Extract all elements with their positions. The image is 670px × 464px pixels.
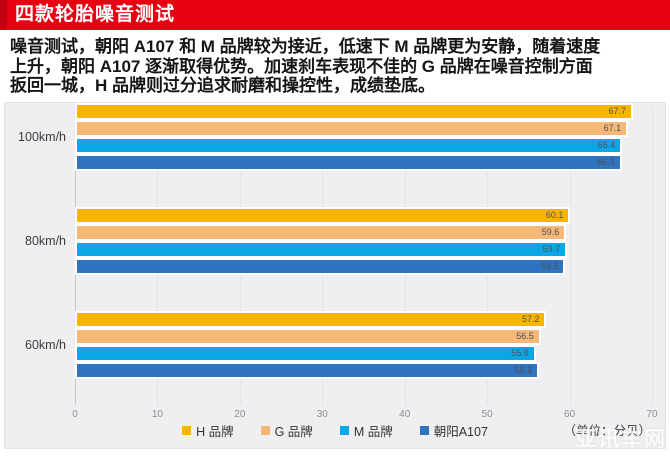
- intro-line: 上升，朝阳 A107 逐渐取得优势。加速刹车表现不佳的 G 品牌在噪音控制方面: [10, 56, 593, 76]
- gridline: [652, 108, 653, 405]
- legend-label: G 品牌: [274, 425, 313, 439]
- chart-legend: H 品牌 G 品牌 M 品牌 朝阳A107: [5, 423, 665, 439]
- bar-value-label: 66.3: [596, 156, 615, 167]
- bar-value-label: 59.7: [542, 243, 561, 254]
- bar-M品牌: 59.7: [75, 240, 568, 258]
- bar-G品牌: 67.1: [75, 119, 629, 137]
- bar-朝阳A107: 66.3: [75, 153, 622, 171]
- legend-swatch: [260, 426, 270, 435]
- legend-item-G品牌: G 品牌: [260, 421, 313, 440]
- bar-朝阳A107: 59.5: [75, 257, 566, 275]
- bar-value-label: 67.1: [603, 122, 622, 133]
- bar-G品牌: 56.5: [75, 327, 541, 345]
- gridline: [569, 108, 571, 405]
- x-tick-label: 40: [399, 408, 411, 420]
- intro-line: 噪音测试，朝阳 A107 和 M 品牌较为接近，低速下 M 品牌更为安静，随着速…: [10, 37, 601, 56]
- legend-swatch: [419, 426, 429, 435]
- legend-label: 朝阳A107: [433, 425, 488, 439]
- x-axis-tick-row: 0 10 20 30 40 50 60 70: [72, 408, 657, 423]
- bar-group-80kmh: 80km/h 60.1 59.6 59.7 59.5: [25, 206, 652, 275]
- x-tick-label: 20: [234, 408, 246, 420]
- legend-label: M 品牌: [353, 425, 393, 439]
- x-tick-label: 60: [564, 408, 576, 420]
- bar-value-label: 60.1: [545, 209, 564, 220]
- bar-M品牌: 55.9: [75, 344, 536, 362]
- intro-line: 扳回一城，H 品牌则过分追求耐磨和操控性，成绩垫底。: [10, 76, 435, 95]
- page-title: 四款轮胎噪音测试: [15, 4, 176, 25]
- legend-swatch: [182, 426, 192, 435]
- bar-M品牌: 66.4: [75, 136, 623, 154]
- bar-value-label: 56.3: [514, 364, 533, 375]
- bar-H品牌: 67.7: [75, 102, 634, 120]
- legend-item-H品牌: H 品牌: [182, 421, 234, 440]
- bar-value-label: 66.4: [597, 139, 616, 150]
- bar-group-60kmh: 60km/h 57.2 56.5 55.9 56.3: [25, 310, 652, 379]
- legend-item-朝阳A107: 朝阳A107: [419, 421, 488, 440]
- noise-chart-panel: 100km/h 67.7 67.1 66.4 66.3 80km/h 60.1 59.6 59.…: [4, 101, 666, 449]
- plot-area: 100km/h 67.7 67.1 66.4 66.3 80km/h 60.1 59.6 59.…: [18, 102, 653, 405]
- bar-G品牌: 59.6: [75, 223, 567, 241]
- bar-H品牌: 60.1: [75, 206, 571, 224]
- bar-value-label: 67.7: [608, 105, 627, 116]
- header-accent-stripe: [0, 0, 7, 30]
- bar-value-label: 55.9: [511, 347, 529, 358]
- category-label: 60km/h: [25, 337, 66, 352]
- intro-paragraph: 噪音测试，朝阳 A107 和 M 品牌较为接近，低速下 M 品牌更为安静，随着速…: [0, 30, 670, 96]
- bar-value-label: 56.5: [516, 330, 534, 341]
- bar-value-label: 59.5: [540, 260, 559, 271]
- x-tick-label: 0: [72, 408, 78, 420]
- site-watermark: 亚讯车网: [575, 427, 666, 449]
- x-tick-label: 30: [316, 408, 328, 420]
- legend-label: H 品牌: [196, 425, 234, 439]
- category-label: 80km/h: [25, 233, 66, 248]
- category-label: 100km/h: [18, 129, 66, 144]
- x-tick-label: 10: [151, 408, 163, 420]
- bar-H品牌: 57.2: [75, 310, 547, 328]
- bar-value-label: 57.2: [521, 313, 540, 324]
- bar-朝阳A107: 56.3: [75, 361, 540, 379]
- legend-item-M品牌: M 品牌: [339, 421, 393, 440]
- bar-group-100kmh: 100km/h 67.7 67.1 66.4 66.3: [18, 102, 652, 171]
- header-banner: 四款轮胎噪音测试: [0, 0, 670, 30]
- bar-value-label: 59.6: [541, 226, 560, 237]
- x-tick-label: 50: [481, 408, 493, 420]
- x-tick-label: 70: [646, 408, 658, 420]
- legend-swatch: [339, 426, 349, 435]
- unit-label: （单位：分贝）: [563, 423, 651, 438]
